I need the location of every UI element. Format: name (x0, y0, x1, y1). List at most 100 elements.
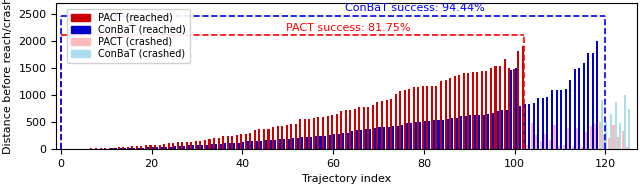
Bar (524, 105, 526, 149)
Bar (497, 111, 499, 149)
Bar (215, 144, 217, 149)
Bar (104, 148, 106, 149)
Bar (256, 141, 258, 149)
Bar (483, 115, 485, 149)
Bar (211, 144, 212, 149)
Bar (356, 130, 358, 149)
Bar (435, 85, 438, 149)
Bar (478, 115, 481, 149)
Bar (222, 136, 224, 149)
Bar (281, 125, 283, 149)
Bar (517, 51, 519, 149)
Bar (326, 116, 328, 149)
Bar (510, 70, 512, 149)
Bar (283, 139, 285, 149)
Bar (297, 138, 299, 149)
Bar (519, 106, 521, 149)
Bar (381, 101, 383, 149)
Bar (545, 134, 547, 149)
Bar (324, 136, 326, 149)
Bar (304, 119, 306, 149)
Bar (535, 135, 538, 149)
Bar (580, 147, 583, 149)
Bar (122, 147, 124, 149)
Bar (554, 125, 556, 149)
Bar (590, 126, 592, 149)
Bar (472, 72, 474, 149)
Bar (599, 122, 601, 149)
Bar (401, 125, 403, 149)
Bar (338, 134, 340, 149)
Bar (133, 148, 136, 149)
Bar (113, 148, 115, 149)
Bar (601, 100, 603, 149)
Bar (358, 107, 360, 149)
Bar (154, 145, 156, 149)
Bar (306, 137, 308, 149)
Bar (588, 53, 589, 149)
Bar (202, 145, 204, 149)
Bar (120, 148, 122, 149)
Bar (376, 102, 378, 149)
Bar (331, 115, 333, 149)
Bar (526, 145, 528, 149)
Bar (145, 145, 147, 149)
Bar (495, 66, 497, 149)
Bar (614, 102, 616, 149)
Bar (349, 110, 351, 149)
Bar (213, 138, 215, 149)
Bar (365, 129, 367, 149)
Bar (168, 143, 170, 149)
Text: ConBaT success: 94.44%: ConBaT success: 94.44% (345, 3, 484, 13)
Bar (227, 136, 228, 149)
Bar (456, 118, 458, 149)
Bar (583, 63, 585, 149)
Bar (274, 140, 276, 149)
Bar (508, 68, 510, 149)
Bar (335, 114, 338, 149)
Bar (451, 119, 453, 149)
Bar (174, 146, 176, 149)
Bar (567, 128, 569, 149)
Bar (440, 81, 442, 149)
Bar (542, 98, 544, 149)
Bar (351, 131, 353, 149)
Bar (345, 110, 347, 149)
Bar (372, 105, 374, 149)
Bar (237, 143, 240, 149)
Bar (197, 145, 199, 149)
Bar (573, 68, 576, 149)
Bar (209, 139, 211, 149)
Bar (422, 86, 424, 149)
Bar (481, 71, 483, 149)
Bar (465, 116, 467, 149)
Bar (467, 73, 469, 149)
Bar (140, 146, 143, 149)
Text: PACT success: 81.75%: PACT success: 81.75% (285, 23, 410, 33)
Bar (228, 143, 231, 149)
Bar (129, 148, 131, 149)
Bar (313, 118, 315, 149)
Bar (608, 138, 610, 149)
Bar (354, 109, 356, 149)
Bar (288, 139, 290, 149)
Bar (179, 146, 180, 149)
Bar (95, 148, 97, 149)
Bar (419, 122, 421, 149)
Bar (388, 127, 390, 149)
Bar (195, 141, 197, 149)
Bar (438, 120, 440, 149)
Bar (269, 140, 271, 149)
Bar (265, 140, 267, 149)
Bar (300, 119, 301, 149)
Bar (378, 127, 381, 149)
Bar (538, 99, 540, 149)
Bar (193, 145, 195, 149)
Bar (428, 121, 431, 149)
Bar (243, 142, 244, 149)
Bar (131, 146, 133, 149)
Bar (183, 145, 186, 149)
Bar (247, 141, 249, 149)
Bar (340, 111, 342, 149)
Bar (218, 138, 220, 149)
